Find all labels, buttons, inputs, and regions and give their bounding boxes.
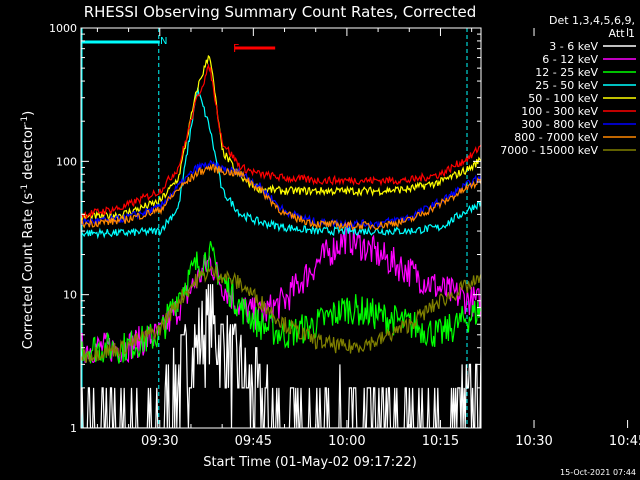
y-axis-label: Corrected Count Rate (s-1 detector-1): [20, 111, 36, 349]
flare-flag-label: F: [233, 42, 239, 55]
series-line-9: [81, 265, 481, 363]
plot-frame: [80, 27, 482, 429]
series-line-6: [81, 63, 481, 220]
x-tick-label: 10:30: [515, 434, 552, 449]
series-line-4: [81, 87, 481, 240]
legend-label: 100 - 300 keV: [521, 105, 598, 118]
y-tick-label: 10: [63, 289, 77, 302]
x-axis-label: Start Time (01-May-02 09:17:22): [203, 455, 417, 470]
y-tick-label: 1: [70, 422, 77, 435]
legend-label: 25 - 50 keV: [535, 79, 598, 92]
x-tick-label: 10:00: [328, 434, 365, 449]
legend-label: 7000 - 15000 keV: [500, 144, 598, 157]
legend-header-1: Det 1,3,4,5,6,9,: [549, 14, 635, 27]
series-line-3: [81, 241, 481, 364]
legend-label: 6 - 12 keV: [542, 53, 598, 66]
series-line-8: [81, 163, 481, 232]
y-tick-label: 100: [56, 155, 77, 168]
x-tick-label: 09:30: [141, 434, 178, 449]
chart-title: RHESSI Observing Summary Count Rates, Co…: [84, 3, 477, 21]
legend-label: 300 - 800 keV: [521, 118, 598, 131]
series-line-2: [81, 221, 481, 364]
timestamp: 15-Oct-2021 07:44: [560, 468, 636, 477]
legend-label: 3 - 6 keV: [549, 40, 598, 53]
legend-label: 12 - 25 keV: [535, 66, 598, 79]
night-flag-label: N: [160, 36, 167, 47]
x-tick-label: 09:45: [235, 434, 272, 449]
legend-label: 800 - 7000 keV: [514, 131, 598, 144]
series-line-5: [81, 54, 481, 223]
legend-header-2: Att 1: [609, 27, 635, 40]
y-tick-label: 1000: [49, 22, 77, 35]
series-line-1: [81, 284, 481, 428]
x-tick-label: 10:15: [422, 434, 459, 449]
x-tick-label: 10:45: [609, 434, 640, 449]
legend-label: 50 - 100 keV: [528, 92, 598, 105]
